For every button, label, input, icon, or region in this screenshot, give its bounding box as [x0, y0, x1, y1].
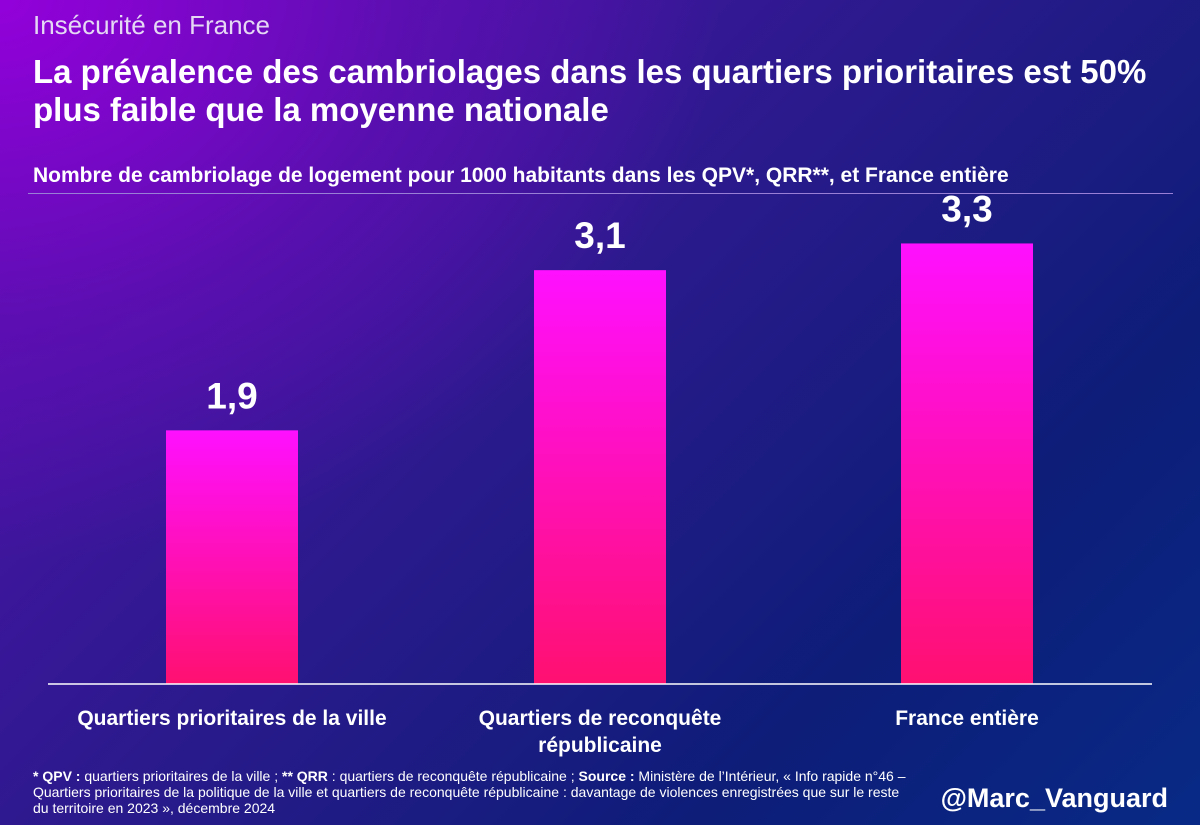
category-label-3: France entière	[895, 707, 1039, 730]
bar-2	[534, 270, 666, 684]
data-label-2: 3,1	[574, 215, 625, 256]
footnote: * QPV : quartiers prioritaires de la vil…	[33, 768, 913, 817]
footnote-qpv-text: quartiers prioritaires de la ville ;	[80, 768, 282, 784]
footnote-source-text: Ministère de l’Intérieur, « Info rapide …	[33, 768, 906, 817]
footnote-qpv-label: * QPV :	[33, 768, 81, 784]
title-rule	[28, 193, 1173, 194]
kicker: Insécurité en France	[33, 10, 271, 40]
category-label-2: Quartiers de reconquête républicaine	[478, 707, 722, 758]
page-title: La prévalence des cambriolages dans les …	[33, 53, 1147, 128]
footnote-qrr-text: : quartiers de reconquête républicaine ;	[327, 768, 579, 784]
author-handle: @Marc_Vanguard	[940, 783, 1168, 813]
data-label-3: 3,3	[941, 188, 992, 229]
chart-title: Nombre de cambriolage de logement pour 1…	[33, 164, 1009, 187]
data-label-1: 1,9	[206, 375, 257, 416]
bar-1	[166, 430, 298, 684]
category-label-1: Quartiers prioritaires de la ville	[77, 707, 387, 730]
bar-3	[901, 243, 1033, 684]
footnote-source-label: Source :	[578, 768, 635, 784]
footnote-qrr-label: ** QRR	[282, 768, 328, 784]
